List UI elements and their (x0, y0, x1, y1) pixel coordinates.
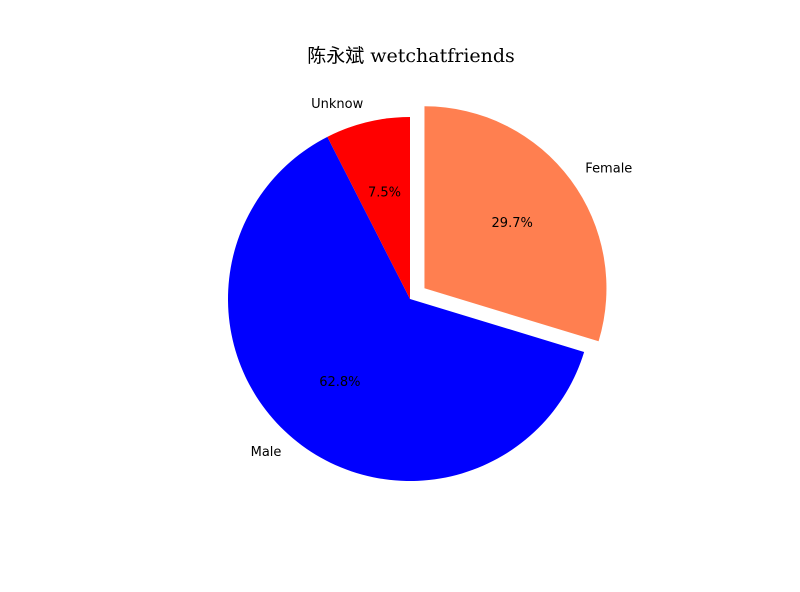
pie-slices (227, 106, 607, 482)
pie-slice-male (227, 136, 585, 482)
chart-title: 陈永斌 wetchatfriends (307, 45, 515, 67)
slice-label-unknow: Unknow (311, 97, 363, 112)
slice-percent-unknow: 7.5% (368, 185, 401, 200)
pie-slice-female (424, 106, 607, 342)
pie-labels: Female 29.7% Male 62.8% Unknow 7.5% (251, 97, 633, 460)
pie-slice-unknow (327, 117, 410, 299)
slice-percent-male: 62.8% (319, 375, 360, 390)
slice-label-female: Female (585, 162, 632, 177)
slice-label-male: Male (251, 445, 282, 460)
slice-percent-female: 29.7% (492, 216, 533, 231)
